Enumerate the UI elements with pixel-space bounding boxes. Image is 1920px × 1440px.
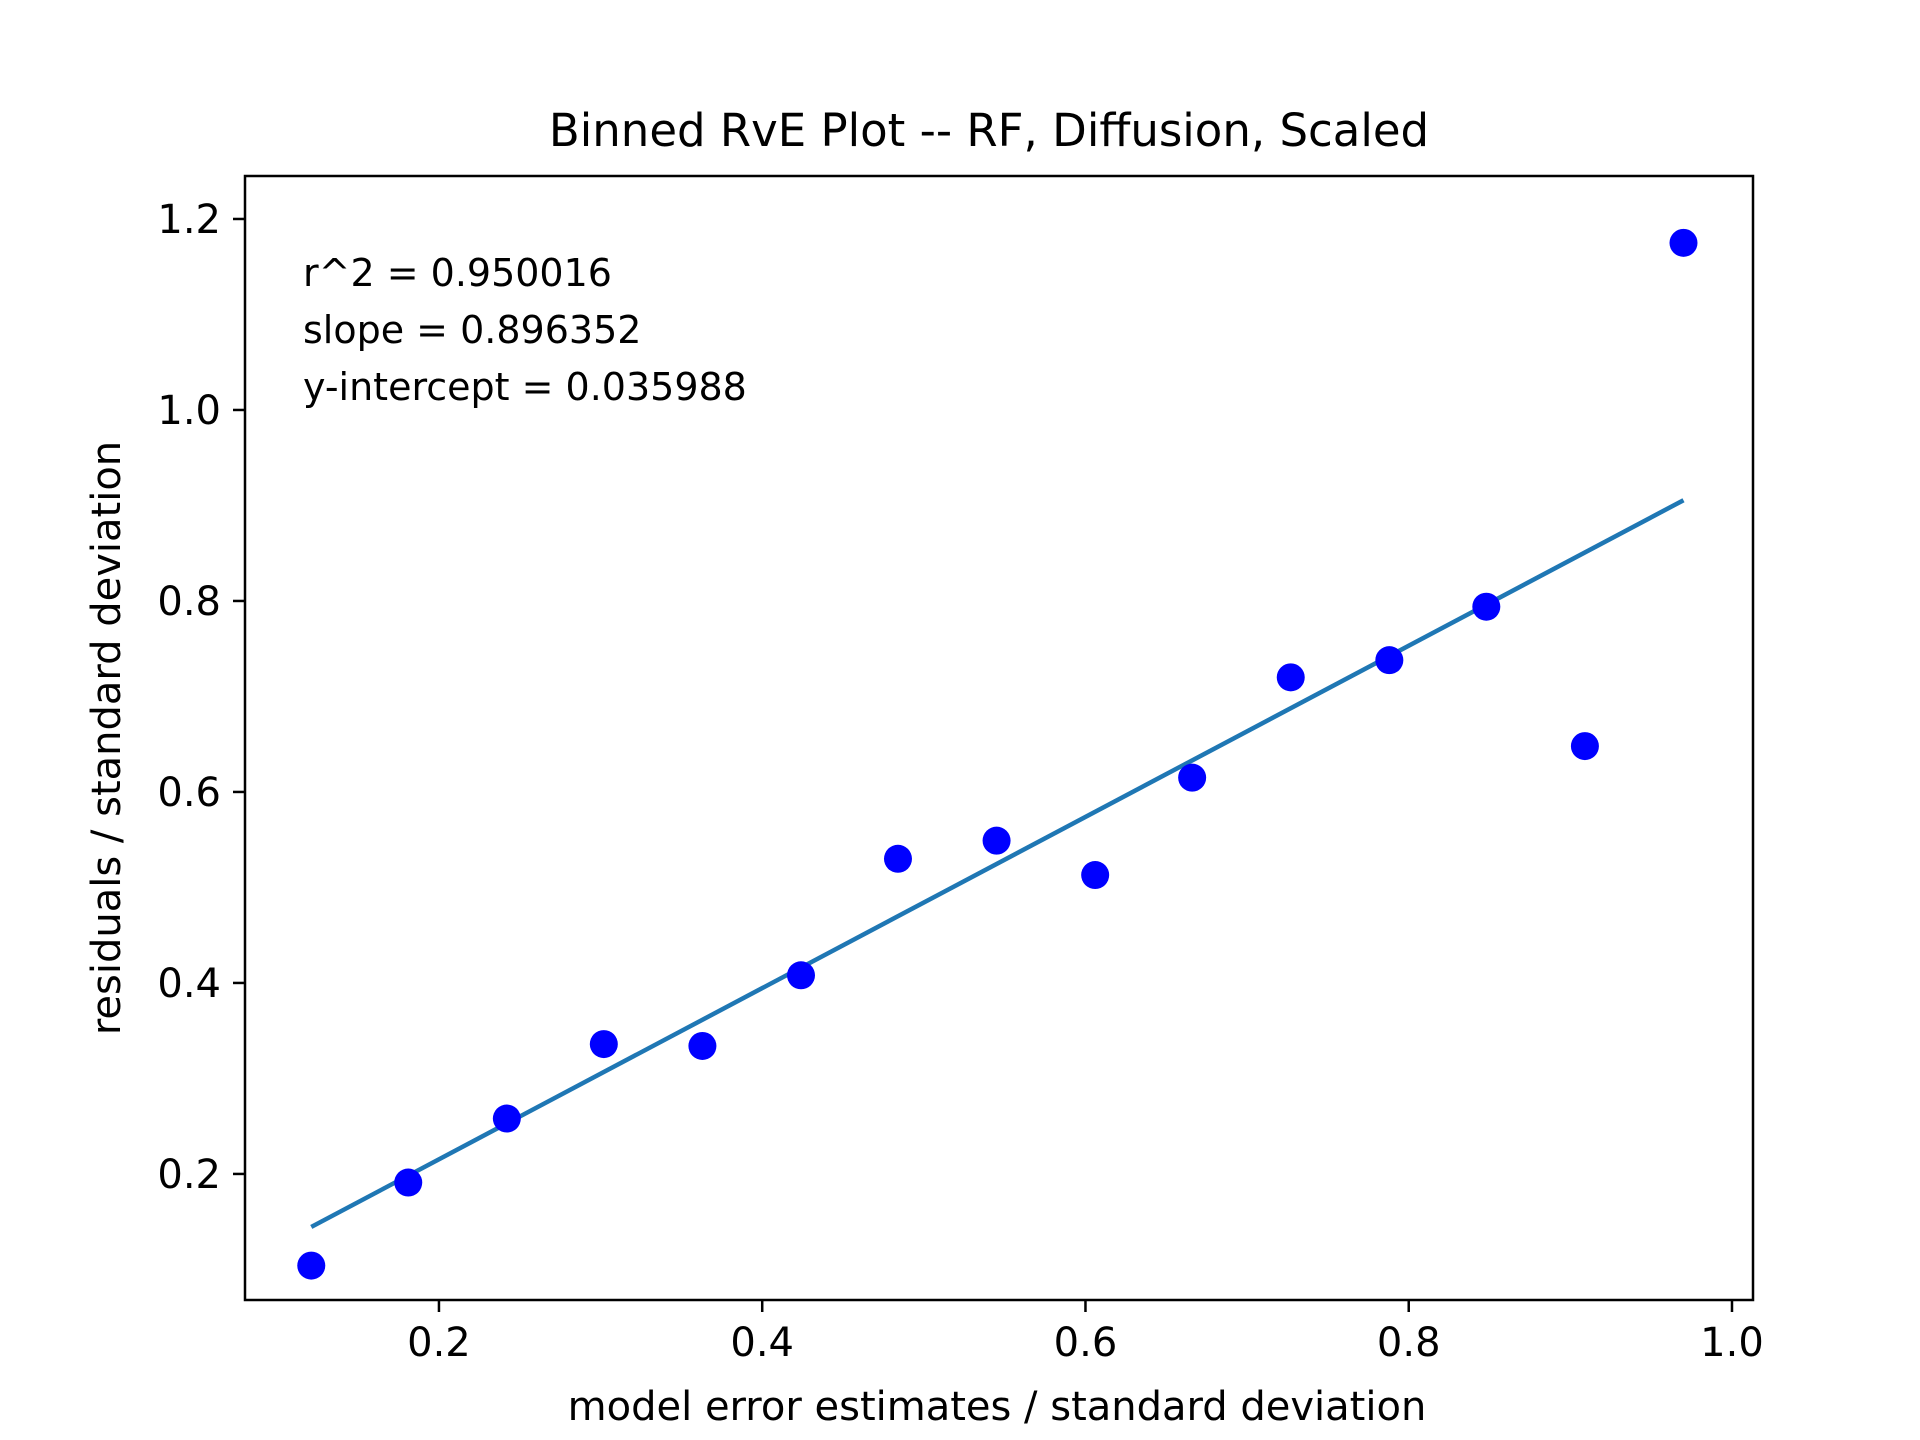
annotation-y-intercept: y-intercept = 0.035988 (303, 365, 747, 409)
y-tick-label: 1.0 (157, 388, 221, 434)
y-tick-label: 0.4 (157, 961, 221, 1007)
x-tick-label: 0.2 (407, 1320, 471, 1366)
data-point (787, 961, 816, 990)
data-point (688, 1031, 717, 1060)
y-tick-label: 0.6 (157, 770, 221, 816)
data-point (1375, 646, 1404, 675)
plot-area (297, 228, 1698, 1280)
fit-line (310, 498, 1685, 1229)
y-tick-label: 1.2 (157, 197, 221, 243)
data-point (1178, 763, 1207, 792)
data-point (394, 1168, 423, 1197)
fit-statistics: r^2 = 0.950016 slope = 0.896352 y-interc… (303, 251, 747, 409)
data-point (297, 1251, 326, 1280)
data-point (1472, 592, 1501, 621)
x-tick-label: 0.6 (1054, 1320, 1118, 1366)
axis-ticks: 0.2 0.4 0.6 0.8 1.0 0.2 0.4 0.6 0.8 1.0 1.2 (157, 197, 1763, 1366)
y-tick-label: 0.2 (157, 1152, 221, 1198)
data-point (982, 826, 1011, 855)
data-point (1570, 732, 1599, 761)
annotation-slope: slope = 0.896352 (303, 308, 641, 352)
data-point (1669, 228, 1698, 257)
x-tick-label: 0.4 (730, 1320, 794, 1366)
y-tick-label: 0.8 (157, 579, 221, 625)
chart-title: Binned RvE Plot -- RF, Diffusion, Scaled (549, 104, 1429, 157)
data-point (1081, 861, 1110, 890)
x-tick-label: 0.8 (1377, 1320, 1441, 1366)
x-tick-label: 1.0 (1700, 1320, 1764, 1366)
data-point (492, 1104, 521, 1133)
x-axis-label: model error estimates / standard deviati… (568, 1384, 1427, 1430)
annotation-r-squared: r^2 = 0.950016 (303, 251, 612, 295)
data-point (1276, 663, 1305, 692)
data-point (589, 1030, 618, 1059)
y-axis-label: residuals / standard deviation (84, 441, 130, 1035)
axes-frame (243, 174, 1755, 1302)
data-point (883, 844, 912, 873)
